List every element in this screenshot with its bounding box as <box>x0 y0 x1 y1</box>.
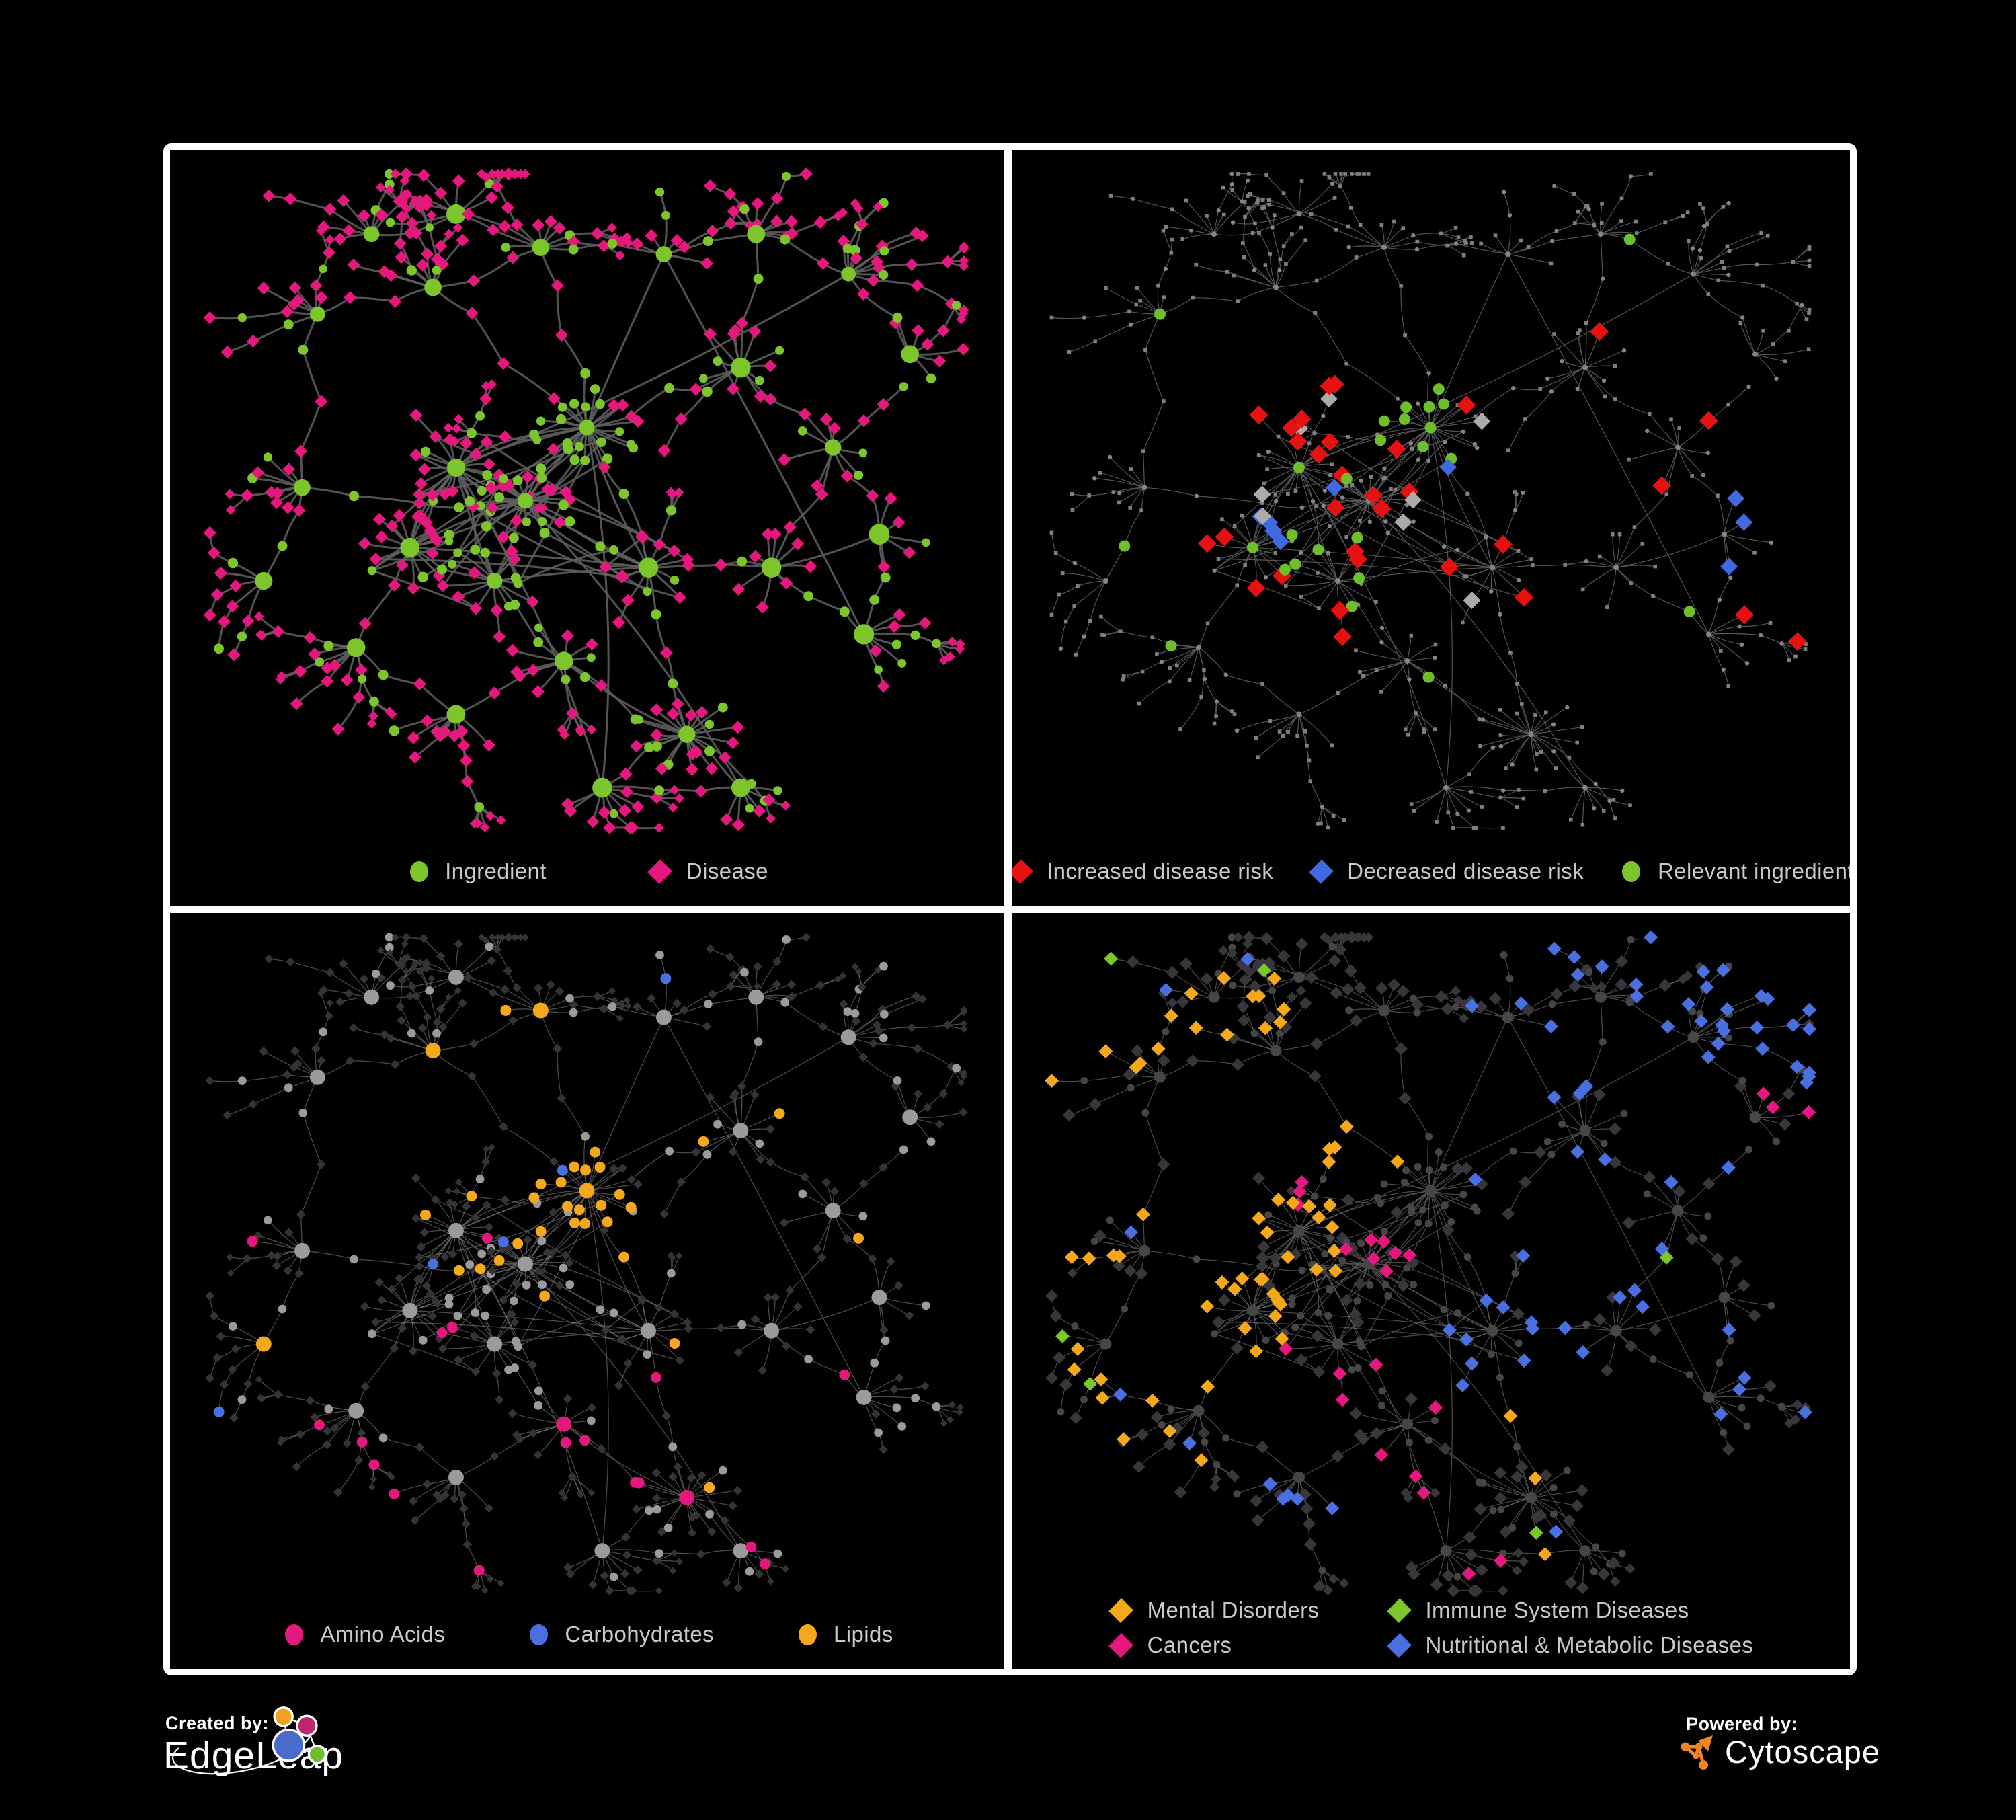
legend-item-disease: Disease <box>647 859 768 884</box>
circle-marker <box>1619 859 1644 884</box>
circle-marker <box>406 859 432 884</box>
panel-divider-horizontal <box>167 906 1853 913</box>
legend-label: Ingredient <box>445 859 547 883</box>
created-by-label: Created by: <box>165 1713 270 1733</box>
network-ingredient-disease <box>203 167 970 834</box>
legend-ingredient-disease: Ingredient Disease <box>170 859 1004 884</box>
legend-disease-risk: Increased disease risk Decreased disease … <box>1012 859 1850 884</box>
diamond-marker <box>1012 859 1033 884</box>
legend-label: Carbohydrates <box>565 1622 714 1647</box>
powered-by-label: Powered by: <box>1686 1714 1798 1734</box>
diamond-marker-shape <box>1387 1597 1412 1623</box>
circle-marker-shape <box>284 1624 303 1645</box>
diamond-marker-shape <box>1387 1632 1412 1658</box>
legend-label: Immune System Diseases <box>1425 1597 1689 1622</box>
legend-label: Disease <box>686 859 768 883</box>
legend-item-cancers: Cancers <box>1108 1632 1320 1658</box>
network-grid-frame: Ingredient Disease Increased disease risk… <box>163 143 1857 1675</box>
legend-label: Mental Disorders <box>1147 1597 1320 1622</box>
edgeleap-node-magenta <box>296 1714 318 1737</box>
diamond-marker <box>1308 859 1334 884</box>
diamond-marker <box>647 859 673 884</box>
legend-item-increased-disease-risk: Increased disease risk <box>1012 859 1273 884</box>
panel-disease-risk: Increased disease risk Decreased disease … <box>1012 150 1850 906</box>
circle-marker <box>795 1622 820 1647</box>
legend-item-ingredient: Ingredient <box>406 859 547 884</box>
cytoscape-logo-nodes <box>1681 1735 1713 1770</box>
legend-item-relevant-ingredient: Relevant ingredient <box>1619 859 1850 884</box>
panel-macronutrient-classes: Amino Acids Carbohydrates Lipids <box>170 913 1004 1669</box>
diamond-marker-shape <box>1308 859 1334 884</box>
diamond-marker <box>1108 1632 1134 1658</box>
legend-item-immune-system-diseases: Immune System Diseases <box>1386 1597 1753 1623</box>
legend-label: Nutritional & Metabolic Diseases <box>1425 1632 1754 1657</box>
legend-item-carbohydrates: Carbohydrates <box>526 1622 714 1647</box>
panel-ingredient-disease: Ingredient Disease <box>170 150 1004 906</box>
legend-item-decreased-disease-risk: Decreased disease risk <box>1308 859 1584 884</box>
legend-item-amino-acids: Amino Acids <box>281 1622 445 1647</box>
powered-by-block: Cytoscape <box>1681 1733 1880 1770</box>
edgeleap-node-blue <box>272 1728 306 1762</box>
circle-marker <box>281 1622 307 1647</box>
circle-marker-shape <box>798 1624 817 1645</box>
legend-macronutrient-classes: Amino Acids Carbohydrates Lipids <box>170 1622 1004 1647</box>
diamond-marker-shape <box>1108 1632 1134 1658</box>
cytoscape-logo-icon <box>1681 1735 1713 1770</box>
diamond-marker-shape <box>647 859 673 884</box>
diamond-marker <box>1386 1597 1412 1623</box>
circle-marker-shape <box>1622 861 1641 882</box>
circle-marker <box>526 1622 551 1647</box>
diamond-marker-shape <box>1012 859 1033 884</box>
diamond-marker <box>1108 1597 1134 1623</box>
network-disease-risk <box>1049 171 1812 830</box>
legend-label: Relevant ingredient <box>1657 859 1850 883</box>
edgeleap-logo-icon <box>272 1706 327 1764</box>
circle-marker-shape <box>529 1624 548 1645</box>
cytoscape-wordmark: Cytoscape <box>1725 1734 1881 1770</box>
diamond-marker <box>1386 1632 1412 1658</box>
legend-label: Amino Acids <box>320 1622 446 1647</box>
network-disease-categories <box>1045 930 1816 1597</box>
panel-disease-categories: Mental Disorders Immune System Diseases Ca… <box>1012 913 1850 1669</box>
edgeleap-node-green <box>307 1745 327 1764</box>
edgeleap-node-orange <box>273 1706 294 1727</box>
network-macronutrient-classes <box>205 933 968 1595</box>
legend-label: Cancers <box>1147 1632 1232 1657</box>
legend-item-nutritional-metabolic-diseases: Nutritional & Metabolic Diseases <box>1386 1632 1753 1658</box>
legend-label: Lipids <box>834 1622 893 1647</box>
circle-marker-shape <box>409 861 428 882</box>
diamond-marker-shape <box>1108 1597 1134 1623</box>
legend-item-lipids: Lipids <box>795 1622 893 1647</box>
legend-disease-categories: Mental Disorders Immune System Diseases Ca… <box>1012 1597 1850 1658</box>
legend-item-mental-disorders: Mental Disorders <box>1108 1597 1320 1623</box>
legend-label: Increased disease risk <box>1047 859 1274 883</box>
legend-label: Decreased disease risk <box>1347 859 1584 883</box>
